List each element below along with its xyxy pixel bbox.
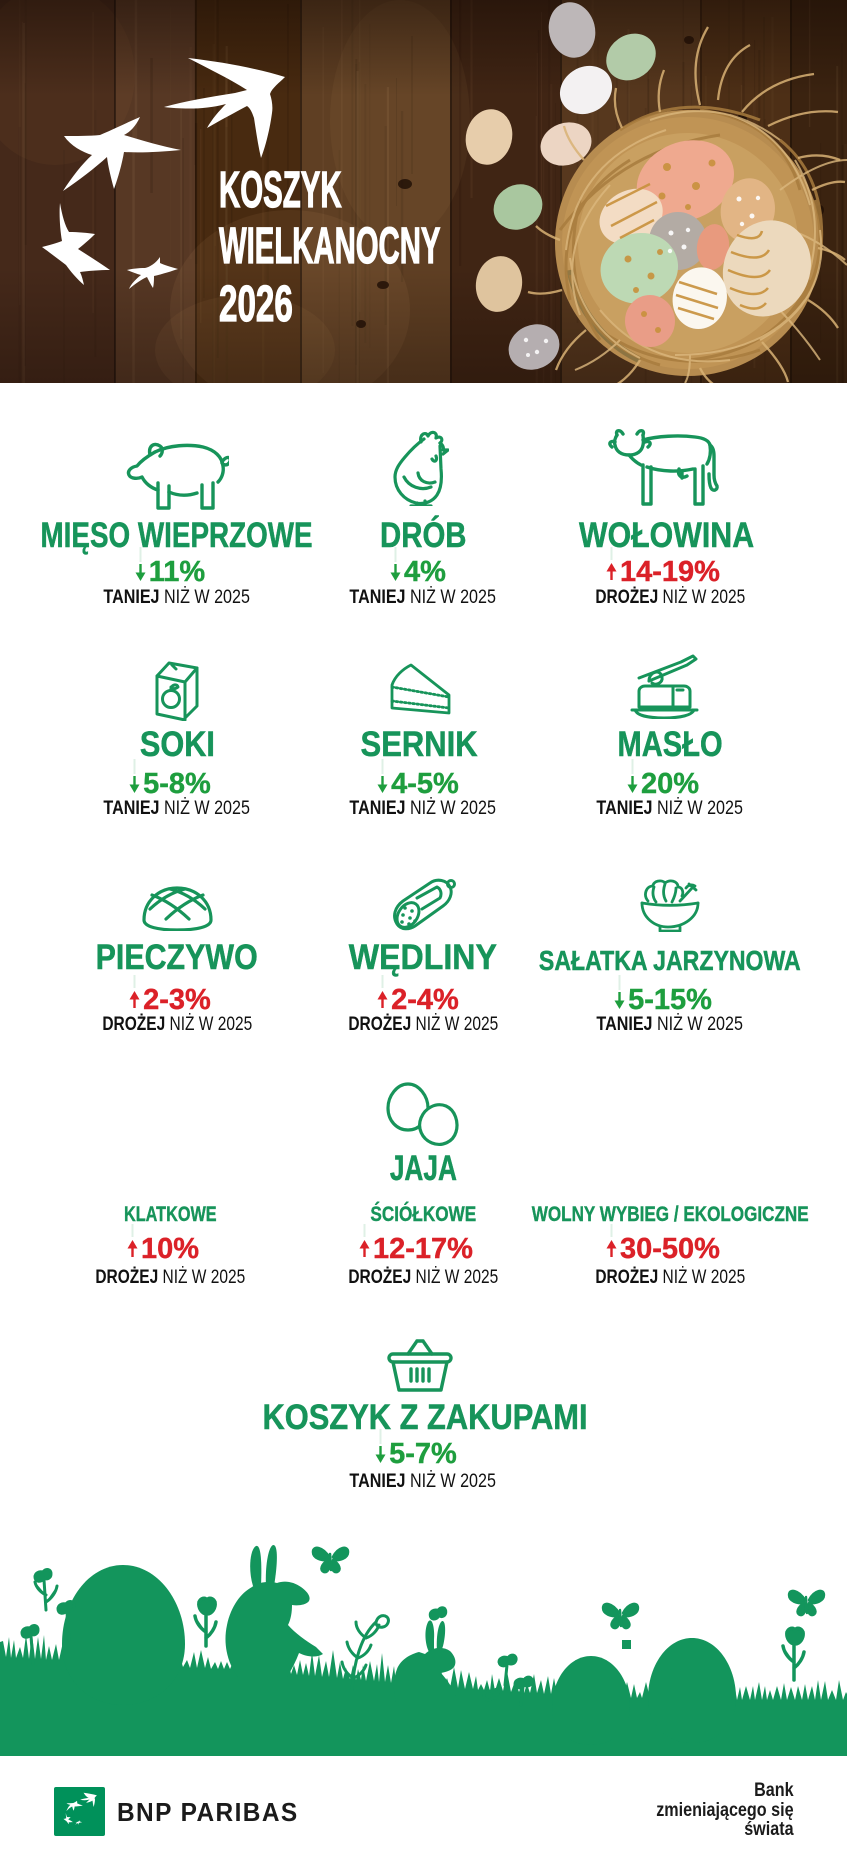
svg-text:KOSZYK: KOSZYK	[219, 160, 342, 218]
svg-text:2026: 2026	[219, 276, 293, 333]
svg-text:WIELKANOCNY: WIELKANOCNY	[219, 216, 441, 274]
